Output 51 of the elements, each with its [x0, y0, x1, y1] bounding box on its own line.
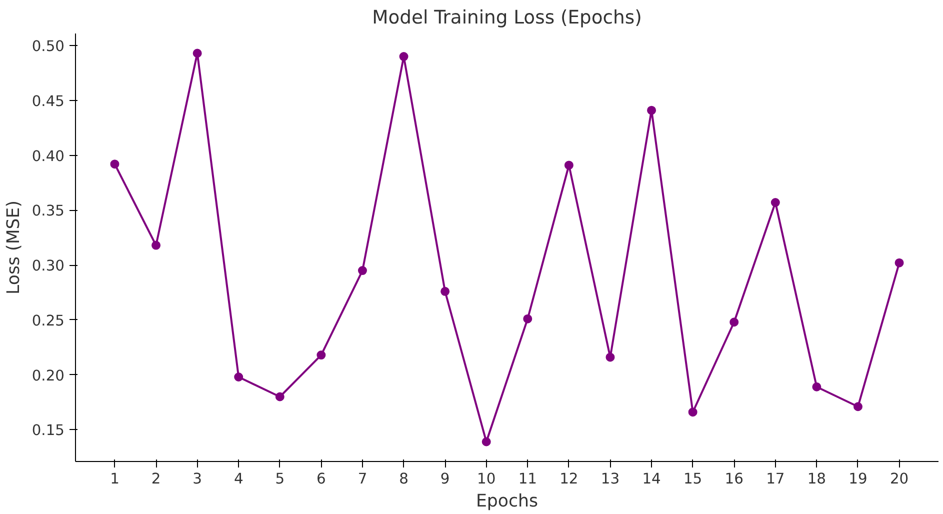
y-tick-label: 0.45: [32, 92, 65, 110]
point: [275, 392, 284, 402]
point: [192, 48, 202, 58]
x-tick-label: 11: [518, 470, 537, 488]
point: [770, 198, 780, 207]
y-tick-label: 0.15: [32, 422, 65, 440]
x-tick-label: 17: [766, 470, 785, 488]
x-axis-title: Epochs: [476, 492, 538, 512]
x-tick-label: 19: [848, 470, 868, 488]
y-tick-label: 0.25: [32, 312, 65, 330]
point: [399, 52, 408, 62]
y-tick-label: 0.50: [32, 38, 65, 56]
y-tick-label: 0.20: [32, 367, 65, 384]
x-tick-label: 16: [724, 470, 744, 488]
y-tick-label: 0.35: [32, 202, 65, 220]
x-tick-label: 10: [477, 470, 496, 488]
x-tick-label: 8: [399, 470, 408, 488]
x-tick-label: 4: [234, 470, 244, 488]
point: [316, 350, 326, 360]
y-tick-label: 0.40: [32, 148, 65, 165]
point: [730, 318, 739, 327]
point: [564, 160, 574, 170]
x-tick-label: 2: [151, 470, 161, 488]
point: [647, 106, 656, 115]
point: [440, 286, 450, 296]
point: [812, 382, 822, 392]
x-tick-label: 3: [192, 470, 202, 488]
x-tick-label: 1: [110, 470, 120, 488]
chart-title: Model Training Loss (Epochs): [372, 8, 642, 28]
x-tick-label: 12: [560, 470, 578, 488]
x-tick-label: 13: [600, 470, 620, 488]
y-tick-label: 0.30: [32, 258, 65, 275]
x-tick-label: 5: [275, 470, 285, 488]
point: [234, 372, 244, 382]
point: [853, 402, 862, 412]
x-tick-label: 15: [683, 470, 702, 488]
x-tick-label: 18: [807, 470, 826, 488]
y-axis-title: Loss (MSE): [4, 200, 24, 294]
x-tick-label: 20: [890, 470, 909, 488]
point: [894, 258, 904, 268]
point: [523, 314, 532, 324]
x-tick-label: 9: [440, 470, 450, 488]
x-tick-label: 6: [316, 470, 326, 488]
point: [688, 408, 698, 417]
x-tick-label: 7: [358, 470, 368, 488]
x-tick-label: 14: [642, 470, 661, 488]
point: [152, 240, 161, 250]
point: [358, 266, 367, 276]
point: [482, 437, 491, 446]
point: [606, 352, 615, 362]
point: [110, 160, 120, 169]
